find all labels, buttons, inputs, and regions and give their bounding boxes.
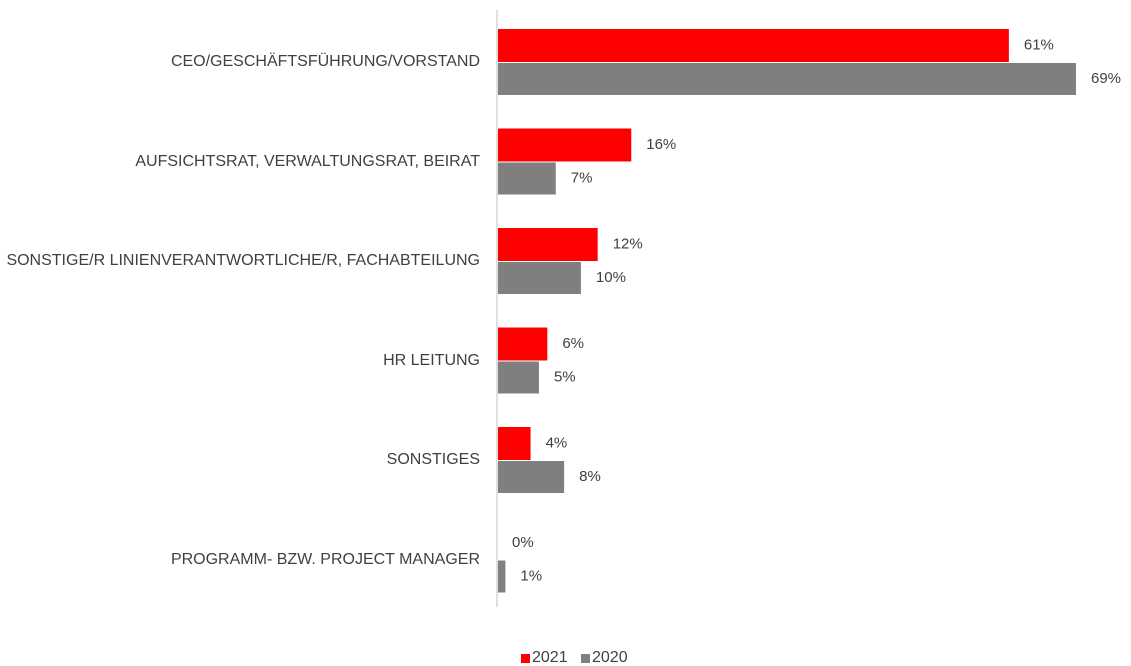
- value-label: 61%: [1024, 36, 1054, 53]
- legend-label: 2020: [592, 649, 628, 666]
- value-label: 16%: [646, 136, 676, 153]
- bar: [498, 560, 506, 593]
- category-label: CEO/GESCHÄFTSFÜHRUNG/VORSTAND: [170, 53, 480, 70]
- bar: [498, 128, 632, 162]
- category-label: HR LEITUNG: [383, 351, 480, 369]
- value-label: 7%: [571, 169, 593, 186]
- category-label: AUFSICHTSRAT, VERWALTUNGSRAT, BEIRAT: [135, 152, 480, 170]
- value-label: 6%: [562, 335, 584, 352]
- bar: [498, 228, 598, 261]
- bar: [498, 162, 556, 195]
- legend-label: 2021: [532, 649, 568, 666]
- value-label: 5%: [554, 368, 576, 385]
- value-label: 12%: [613, 235, 643, 252]
- bar: [498, 63, 1076, 95]
- bar: [498, 262, 581, 294]
- value-label: 69%: [1091, 70, 1121, 87]
- value-label: 8%: [579, 468, 601, 485]
- category-label: SONSTIGES: [386, 451, 480, 468]
- value-label: 10%: [596, 269, 626, 286]
- value-label: 1%: [520, 567, 542, 584]
- bar: [498, 361, 539, 394]
- category-label: SONSTIGE/R LINIENVERANTWORTLICHE/R, FACH…: [6, 252, 480, 269]
- bar: [498, 29, 1009, 62]
- value-label: 4%: [546, 434, 568, 451]
- legend-swatch: [581, 654, 590, 663]
- legend-swatch: [521, 654, 530, 663]
- bar: [498, 327, 548, 361]
- bar: [498, 427, 531, 460]
- value-label: 0%: [512, 534, 534, 551]
- category-label: PROGRAMM- BZW. PROJECT MANAGER: [170, 550, 480, 568]
- bar: [498, 461, 565, 493]
